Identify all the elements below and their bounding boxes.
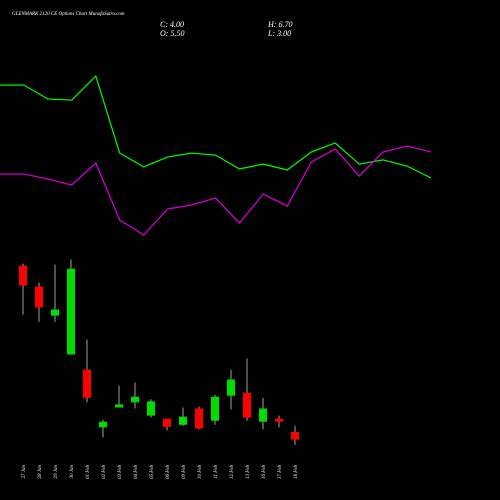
candle-body — [275, 418, 283, 422]
x-tick-label: 09 Feb — [182, 465, 187, 480]
candle-body — [259, 408, 267, 422]
x-tick-label: 02 Feb — [102, 465, 107, 480]
x-tick-label: 17 Feb — [278, 465, 283, 480]
candle-body — [99, 421, 107, 428]
x-tick-label: 05 Feb — [150, 465, 155, 480]
x-tick-label: 01 Feb — [86, 465, 91, 480]
indicator-line — [0, 145, 432, 236]
x-tick-label: 06 Feb — [166, 465, 171, 480]
candle-body — [51, 309, 59, 316]
candle-body — [35, 286, 43, 308]
indicator-line — [0, 74, 432, 179]
chart-title: GLENMARK 2120 CE Options Chart MunafaSut… — [12, 12, 125, 17]
candle-body — [291, 431, 299, 440]
x-tick-label: 03 Feb — [118, 465, 123, 480]
x-tick-label: 16 Feb — [262, 465, 267, 480]
candle-body — [115, 404, 123, 408]
candle-body — [19, 265, 27, 286]
candle-body — [163, 418, 171, 427]
x-tick-label: 30 Jan — [70, 465, 75, 479]
low-label: L: 3.00 — [267, 29, 291, 38]
x-tick-label: 29 Jan — [54, 465, 59, 479]
candle-body — [83, 369, 91, 398]
candle-body — [131, 396, 139, 403]
candle-body — [147, 401, 155, 416]
x-tick-label: 11 Feb — [214, 465, 219, 479]
close-label: C: 4.00 — [160, 20, 184, 29]
candle-body — [227, 379, 235, 396]
x-tick-label: 10 Feb — [198, 465, 203, 480]
x-tick-label: 28 Jan — [38, 465, 43, 479]
candle-body — [67, 268, 75, 355]
x-tick-label: 27 Jan — [22, 465, 27, 479]
candle-body — [195, 408, 203, 429]
x-tick-label: 04 Feb — [134, 465, 139, 480]
open-label: O: 5.50 — [160, 29, 184, 38]
candle-body — [243, 392, 251, 418]
candle-body — [179, 416, 187, 425]
x-tick-label: 12 Feb — [230, 465, 235, 480]
candle-body — [211, 396, 219, 421]
x-tick-label: 18 Feb — [294, 465, 299, 480]
high-label: H: 6.70 — [267, 20, 292, 29]
x-tick-label: 13 Feb — [246, 465, 251, 480]
